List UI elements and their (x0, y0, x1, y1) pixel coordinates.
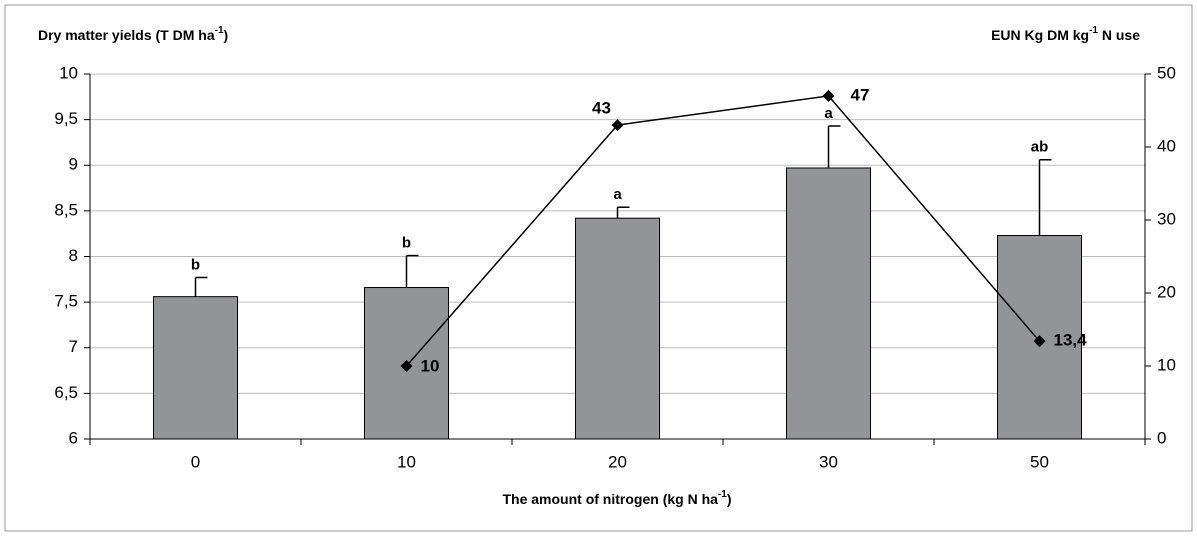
x-tick-label: 0 (191, 452, 200, 471)
y2-tick-label: 20 (1157, 282, 1176, 301)
y-tick-label: 8,5 (54, 200, 78, 219)
value-label: 13,4 (1054, 331, 1088, 350)
y2-axis-label: EUN Kg DM kg-1 N use (991, 25, 1140, 43)
y-tick-label: 7,5 (54, 292, 78, 311)
significance-letter: a (613, 186, 622, 203)
label-part: ) (224, 27, 229, 43)
y-tick-label: 7 (69, 337, 78, 356)
label-part: ) (727, 491, 732, 507)
bar (153, 296, 238, 440)
value-label: 43 (592, 99, 611, 118)
line-marker (400, 360, 413, 372)
y2-tick-label: 10 (1157, 355, 1176, 374)
label-part: Dry matter yields (T DM ha (38, 27, 215, 43)
line (405, 95, 1041, 367)
x-tick-label: 20 (608, 452, 627, 471)
label-sup: -1 (718, 489, 727, 500)
y2-tick-label: 30 (1157, 209, 1176, 228)
x-tick-label: 30 (819, 452, 838, 471)
x-axis-label: The amount of nitrogen (kg N ha-1) (502, 489, 731, 507)
significance-letter: a (824, 105, 833, 122)
x-tick-label: 50 (1030, 452, 1049, 471)
line-marker (1033, 335, 1046, 348)
value-label: 47 (851, 85, 870, 104)
significance-letter: b (191, 256, 200, 273)
bar (786, 167, 871, 440)
value-label: 10 (421, 356, 440, 375)
y2-tick-label: 50 (1157, 63, 1176, 82)
bar (575, 217, 660, 440)
line-marker (611, 119, 624, 132)
x-tick-label: 10 (397, 452, 416, 471)
label-part: EUN Kg DM kg (991, 27, 1089, 43)
y-tick-label: 10 (59, 63, 78, 82)
label-part: N use (1098, 27, 1140, 43)
y-tick-label: 6,5 (54, 383, 78, 402)
y-tick-label: 8 (69, 246, 78, 265)
y-tick-label: 6 (69, 428, 78, 447)
y-axis-label: Dry matter yields (T DM ha-1) (38, 25, 228, 43)
line-marker (822, 89, 835, 102)
significance-letter: ab (1031, 139, 1049, 156)
label-sup: -1 (215, 25, 224, 36)
y-tick-label: 9,5 (54, 109, 78, 128)
y2-tick-label: 0 (1157, 428, 1166, 447)
label-sup: -1 (1089, 25, 1098, 36)
label-part: The amount of nitrogen (kg N ha (502, 491, 718, 507)
y2-tick-label: 40 (1157, 136, 1176, 155)
significance-letter: b (402, 235, 411, 252)
y-tick-label: 9 (69, 155, 78, 174)
